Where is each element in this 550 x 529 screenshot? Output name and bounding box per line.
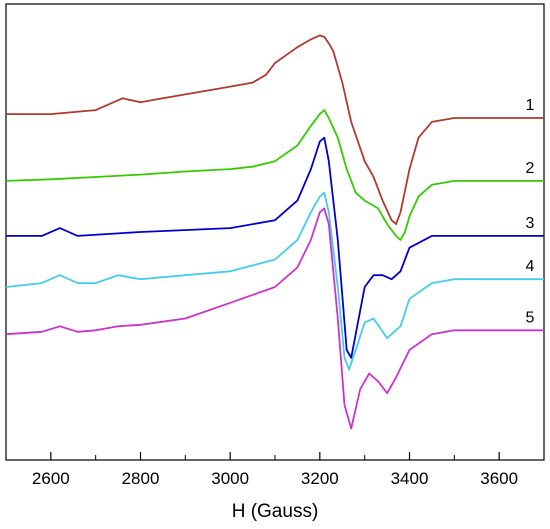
plot-frame [5,3,545,461]
series-label-5: 5 [526,309,535,326]
x-tick-label: 2600 [32,469,70,488]
series-line-5 [5,207,544,430]
series-label-1: 1 [526,97,535,114]
series-line-3 [6,136,544,359]
x-axis-title: H (Gauss) [232,501,319,522]
series-label-4: 4 [526,258,535,275]
series-label-2: 2 [526,160,535,177]
series-label-3: 3 [526,215,535,232]
x-tick-label: 3600 [480,469,518,488]
x-tick-label: 3400 [391,469,429,488]
x-tick-label: 3000 [211,469,249,488]
series-layer [5,34,544,430]
x-tick-label: 2800 [122,469,160,488]
series-line-2 [5,109,544,241]
x-tick-label: 3200 [301,469,339,488]
series-line-4 [5,191,544,371]
x-axis-ticks: 2600 2800 3000 3200 3400 3600 [32,452,518,488]
series-label-layer: 1 2 3 4 5 [526,97,535,326]
series-line-1 [6,34,544,225]
